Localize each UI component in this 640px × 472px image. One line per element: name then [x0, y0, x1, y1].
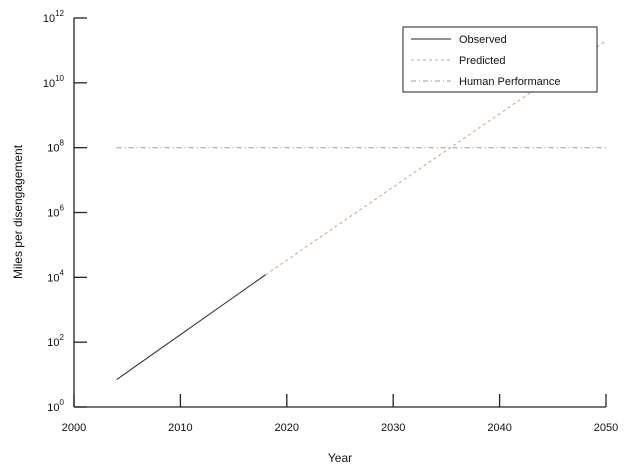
legend-label: Observed	[459, 34, 507, 46]
x-axis-label: Year	[328, 451, 352, 465]
series-line-observed	[116, 274, 266, 381]
y-tick-label: 102	[47, 333, 64, 349]
y-tick-label: 104	[47, 268, 64, 284]
legend-label: Human Performance	[459, 76, 561, 88]
x-tick-label: 2030	[381, 422, 405, 434]
x-tick-label: 2020	[275, 422, 299, 434]
y-axis-label: Miles per disengagement	[11, 144, 25, 279]
y-tick-label: 100	[47, 398, 64, 414]
y-tick-label: 106	[47, 204, 64, 220]
y-tick-label: 108	[47, 139, 64, 155]
legend: Observed Predicted Human Performance	[402, 26, 598, 93]
legend-label: Predicted	[459, 55, 505, 67]
x-tick-label: 2000	[62, 422, 86, 434]
y-tick-label: 1012	[43, 9, 65, 25]
axis-ticks: 2000 2010 2020 2030 2040 2050 100 102 104 106 108 1…	[43, 9, 618, 434]
x-tick-label: 2050	[594, 422, 618, 434]
y-tick-label: 1010	[43, 74, 65, 90]
x-tick-label: 2040	[487, 422, 511, 434]
x-tick-label: 2010	[168, 422, 192, 434]
